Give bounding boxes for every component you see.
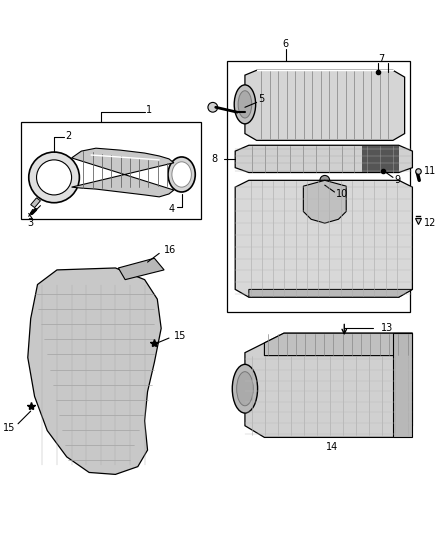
Polygon shape [393, 333, 413, 438]
Text: 11: 11 [424, 166, 436, 175]
Polygon shape [71, 148, 174, 197]
Text: 13: 13 [381, 324, 393, 333]
Text: 15: 15 [3, 423, 15, 433]
Text: 1: 1 [146, 105, 152, 115]
Ellipse shape [234, 85, 256, 124]
Text: 9: 9 [395, 175, 401, 185]
Circle shape [320, 175, 330, 185]
Text: 16: 16 [164, 245, 177, 255]
Polygon shape [28, 268, 161, 474]
Circle shape [36, 160, 71, 195]
Circle shape [208, 102, 218, 112]
Polygon shape [235, 180, 413, 297]
Polygon shape [118, 258, 164, 280]
Text: 6: 6 [283, 39, 289, 49]
Text: 4: 4 [169, 204, 175, 214]
Polygon shape [245, 70, 405, 140]
Bar [362, 146, 399, 172]
Ellipse shape [237, 372, 253, 406]
Polygon shape [249, 289, 413, 297]
Text: 2: 2 [66, 131, 72, 141]
Ellipse shape [172, 162, 191, 187]
Text: 15: 15 [174, 331, 186, 341]
Text: 5: 5 [258, 94, 265, 104]
Ellipse shape [168, 157, 195, 192]
Polygon shape [265, 333, 413, 356]
Ellipse shape [232, 365, 258, 413]
Text: 10: 10 [336, 189, 349, 199]
Ellipse shape [238, 91, 252, 118]
Text: 8: 8 [212, 154, 218, 164]
Text: 12: 12 [424, 218, 437, 228]
Text: 7: 7 [378, 54, 385, 63]
Polygon shape [245, 333, 413, 438]
Bar [21, 122, 201, 219]
Circle shape [29, 152, 79, 203]
Polygon shape [235, 146, 413, 173]
Polygon shape [304, 180, 346, 223]
Polygon shape [31, 198, 40, 207]
Text: 14: 14 [326, 442, 339, 452]
Text: 3: 3 [28, 218, 34, 228]
Bar [227, 61, 410, 312]
Circle shape [243, 108, 251, 116]
